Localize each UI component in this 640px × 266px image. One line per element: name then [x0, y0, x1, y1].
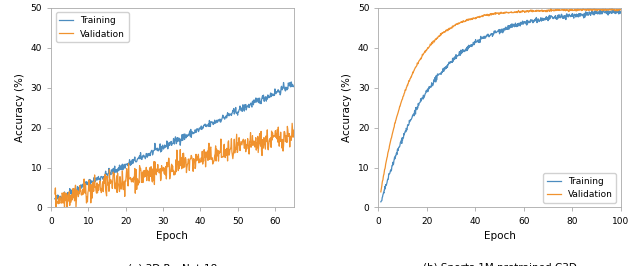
- Validation: [165, 156, 173, 160]
- Training: [285, 81, 292, 85]
- Validation: [445, 27, 452, 31]
- Line: Validation: Validation: [55, 123, 294, 207]
- Validation: [290, 129, 298, 132]
- Training: [194, 127, 202, 130]
- Validation: [534, 9, 542, 12]
- Training: [166, 142, 174, 146]
- Legend: Training, Validation: Training, Validation: [56, 13, 129, 42]
- X-axis label: Epoch: Epoch: [156, 231, 188, 241]
- Validation: [166, 174, 174, 177]
- Validation: [564, 9, 572, 12]
- Training: [58, 199, 65, 202]
- Validation: [51, 192, 59, 196]
- Training: [377, 200, 385, 203]
- Training: [290, 85, 298, 88]
- Y-axis label: Accuracy (%): Accuracy (%): [342, 73, 353, 142]
- Text: (a) 3D ResNet-18: (a) 3D ResNet-18: [128, 263, 217, 266]
- Training: [534, 18, 542, 21]
- Training: [453, 55, 461, 58]
- Validation: [436, 35, 444, 38]
- Training: [247, 101, 255, 105]
- X-axis label: Epoch: Epoch: [484, 231, 516, 241]
- Validation: [52, 206, 60, 209]
- Validation: [453, 22, 461, 26]
- Training: [51, 197, 59, 200]
- Training: [617, 11, 625, 14]
- Training: [564, 15, 572, 18]
- Text: (b) Sports-1M pretrained C3D: (b) Sports-1M pretrained C3D: [422, 263, 577, 266]
- Validation: [377, 190, 385, 193]
- Training: [436, 72, 444, 76]
- Validation: [547, 7, 555, 10]
- Validation: [617, 8, 625, 11]
- Validation: [288, 122, 296, 125]
- Training: [180, 138, 188, 141]
- Legend: Training, Validation: Training, Validation: [543, 173, 616, 203]
- Line: Training: Training: [381, 10, 621, 202]
- Training: [593, 11, 601, 14]
- Y-axis label: Accuracy (%): Accuracy (%): [15, 73, 25, 142]
- Training: [165, 144, 173, 147]
- Validation: [247, 146, 255, 149]
- Training: [287, 80, 295, 84]
- Training: [445, 62, 452, 65]
- Line: Training: Training: [55, 82, 294, 200]
- Validation: [285, 135, 292, 138]
- Validation: [180, 165, 188, 169]
- Line: Validation: Validation: [381, 9, 621, 192]
- Training: [600, 8, 607, 11]
- Validation: [594, 8, 602, 11]
- Validation: [194, 159, 202, 162]
